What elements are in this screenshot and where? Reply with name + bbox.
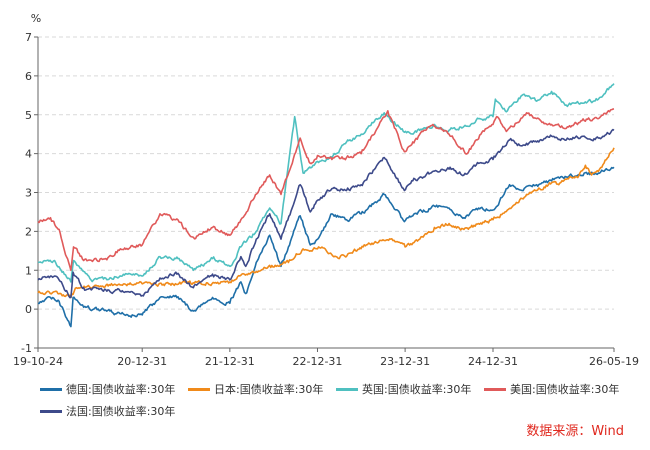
- legend-swatch: [484, 387, 506, 391]
- y-tick-label: 7: [25, 31, 32, 44]
- gridlines: [38, 36, 614, 310]
- series-lines: [37, 83, 615, 328]
- y-tick-label: 6: [25, 70, 32, 83]
- series-line-3: [37, 83, 615, 283]
- series-line-4: [37, 108, 615, 272]
- line-chart: -1 0 1 2 3 4 5 6 7 19-10-24 20-12-31 21-12-31 22-12-…: [13, 12, 639, 368]
- x-tick-label: 22-12-31: [293, 355, 343, 368]
- legend-swatch: [40, 387, 62, 391]
- y-tick-label: 0: [25, 303, 32, 316]
- axes: -1 0 1 2 3 4 5 6 7 19-10-24 20-12-31 21-12-31 22-12-…: [13, 31, 639, 368]
- legend-swatch: [40, 409, 62, 413]
- data-source-note: 数据来源：Wind: [526, 424, 624, 439]
- series-line-5: [37, 128, 615, 299]
- x-tick-label: 19-10-24: [13, 355, 63, 368]
- x-tick-label: 24-12-31: [468, 355, 518, 368]
- legend-item: 日本:国债收益率:30年: [188, 381, 323, 397]
- legend-label: 英国:国债收益率:30年: [362, 383, 472, 396]
- legend-label: 法国:国债收益率:30年: [66, 405, 176, 418]
- y-tick-label: 5: [25, 109, 32, 122]
- y-tick-label: -1: [21, 342, 32, 355]
- y-tick-label: 4: [25, 148, 32, 161]
- legend-item: 法国:国债收益率:30年: [40, 403, 175, 419]
- legend-swatch: [336, 387, 358, 391]
- legend-label: 美国:国债收益率:30年: [510, 383, 620, 396]
- legend-item: 德国:国债收益率:30年: [40, 381, 175, 397]
- y-axis-unit-label: %: [31, 12, 41, 25]
- series-line-2: [37, 147, 615, 299]
- legend-label: 日本:国债收益率:30年: [214, 383, 324, 396]
- x-tick-label: 26-05-19: [589, 355, 639, 368]
- x-tick-label: 23-12-31: [380, 355, 430, 368]
- legend-label: 德国:国债收益率:30年: [66, 383, 176, 396]
- x-tick-label: 21-12-31: [205, 355, 255, 368]
- legend-swatch: [188, 387, 210, 391]
- y-tick-label: 3: [25, 187, 32, 200]
- legend-item: 英国:国债收益率:30年: [336, 381, 471, 397]
- y-tick-label: 2: [25, 225, 32, 238]
- y-tick-label: 1: [25, 264, 32, 277]
- legend-item: 美国:国债收益率:30年: [484, 381, 619, 397]
- x-tick-label: 20-12-31: [117, 355, 167, 368]
- series-line-1: [37, 166, 615, 328]
